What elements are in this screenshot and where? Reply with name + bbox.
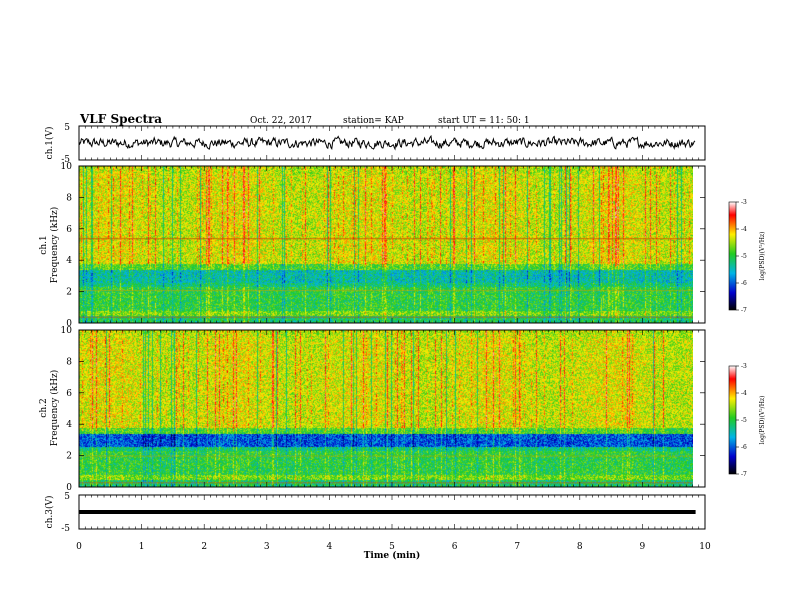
ch2-colorbar: -3 -4 -5 -6 -7 log(PSD)(V²/Hz) [728,363,766,478]
ch1-ylabel: ch.1(V) [44,127,55,160]
start-time-label: start UT = 11: 50: 1 [438,116,530,126]
x-tick-label-4: 4 [327,542,333,552]
ch2-spectrogram-ytick-4: 4 [66,420,72,430]
ch2-colorbar-bar [728,365,737,475]
ch2-spectrogram-image [79,330,705,487]
ch3-ytick-bottom: -5 [61,524,70,534]
ch1-spectrogram-image [79,166,705,323]
spectrogram-raster [79,330,693,487]
spectrogram-raster [79,166,693,323]
ch1-spectrogram-ylabel-line2: Frequency (kHz) [49,207,60,284]
ch1-spectrogram-ytick-2: 2 [66,288,72,298]
ch1-colorbar-bar [728,201,737,311]
ch2-spectrogram-ticks [78,330,706,487]
ch2-colorbar-tick--3: -3 [741,363,747,370]
ch1-colorbar-tick--4: -4 [741,226,747,233]
ch2-spectrogram-ytick-10: 10 [61,326,73,336]
x-tick-label-8: 8 [577,542,583,552]
ch2-spectrogram-ytick-6: 6 [66,389,72,399]
x-axis-tick-labels: 0 1 2 3 4 5 6 7 8 9 10 [76,542,711,552]
ch2-colorbar-tick--4: -4 [741,390,747,397]
ch3-waveform-line [79,510,696,514]
ch1-colorbar: -3 -4 -5 -6 -7 log(PSD)(V²/Hz) [728,199,766,314]
ch1-waveform-line [79,134,696,151]
ch1-ytick-bottom: -5 [61,155,70,165]
ch1-spectrogram-ticks [78,166,706,323]
ch1-spectrogram-ytick-10: 10 [61,162,73,172]
x-tick-label-5: 5 [389,542,395,552]
ch1-colorbar-tick--5: -5 [741,253,747,260]
ch1-colorbar-label: log(PSD)(V²/Hz) [759,232,766,281]
x-tick-label-9: 9 [640,542,646,552]
ch1-colorbar-ticks: -3 -4 -5 -6 -7 [736,199,747,314]
ch2-colorbar-tick--5: -5 [741,417,747,424]
x-tick-label-7: 7 [514,542,520,552]
x-tick-label-1: 1 [139,542,145,552]
ch2-spectrogram-ylabel-line1: ch.2 [39,398,49,417]
x-tick-label-10: 10 [699,542,711,552]
ch1-colorbar-tick--3: -3 [741,199,747,206]
ch1-spectrogram-ytick-8: 8 [66,193,72,203]
ch1-waveform-frame [78,125,706,161]
ch3-waveform-panel: 5 -5 ch.3(V) [44,492,706,534]
x-tick-label-3: 3 [264,542,270,552]
date-label: Oct. 22, 2017 [250,116,312,126]
ch2-colorbar-label: log(PSD)(V²/Hz) [759,396,766,445]
x-axis-label: Time (min) [364,550,421,561]
ch1-spectrogram-ytick-6: 6 [66,225,72,235]
ch1-spectrogram-yticks: 0 2 4 6 8 10 [61,162,705,329]
ch1-waveform-panel: 5 -5 ch.1(V) [44,123,706,165]
x-tick-label-6: 6 [452,542,458,552]
ch2-spectrogram-ytick-2: 2 [66,452,72,462]
ch2-spectrogram-panel: 0 2 4 6 8 10 ch.2 Frequency (kHz) -3 -4 -5 -6 -7 … [39,326,766,493]
station-label: station= KAP [343,116,404,126]
ch1-spectrogram-ytick-0: 0 [66,319,72,329]
ch2-spectrogram-ytick-0: 0 [66,483,72,493]
ch1-spectrogram-ytick-4: 4 [66,256,72,266]
ch2-colorbar-ticks: -3 -4 -5 -6 -7 [736,363,747,478]
ch2-colorbar-tick--6: -6 [741,444,747,451]
ch3-ytick-top: 5 [64,492,70,502]
ch1-spectrogram-ylabel-line1: ch.1 [39,235,49,254]
x-tick-label-2: 2 [201,542,207,552]
x-tick-label-0: 0 [76,542,82,552]
ch2-spectrogram-ylabel-line2: Frequency (kHz) [49,370,60,447]
ch1-waveform-ticks [78,126,706,160]
ch1-colorbar-tick--7: -7 [741,307,747,314]
ch2-colorbar-tick--7: -7 [741,471,747,478]
ch3-ylabel: ch.3(V) [44,496,55,529]
ch2-spectrogram-ytick-8: 8 [66,357,72,367]
ch1-ytick-top: 5 [64,123,70,133]
figure-title: VLF Spectra [79,112,162,126]
ch3-waveform-ticks [78,495,706,529]
ch1-colorbar-tick--6: -6 [741,280,747,287]
ch1-spectrogram-panel: 0 2 4 6 8 10 ch.1 Frequency (kHz) -3 -4 -5 -6 -7 … [39,162,766,329]
ch2-spectrogram-yticks: 0 2 4 6 8 10 [61,326,705,493]
